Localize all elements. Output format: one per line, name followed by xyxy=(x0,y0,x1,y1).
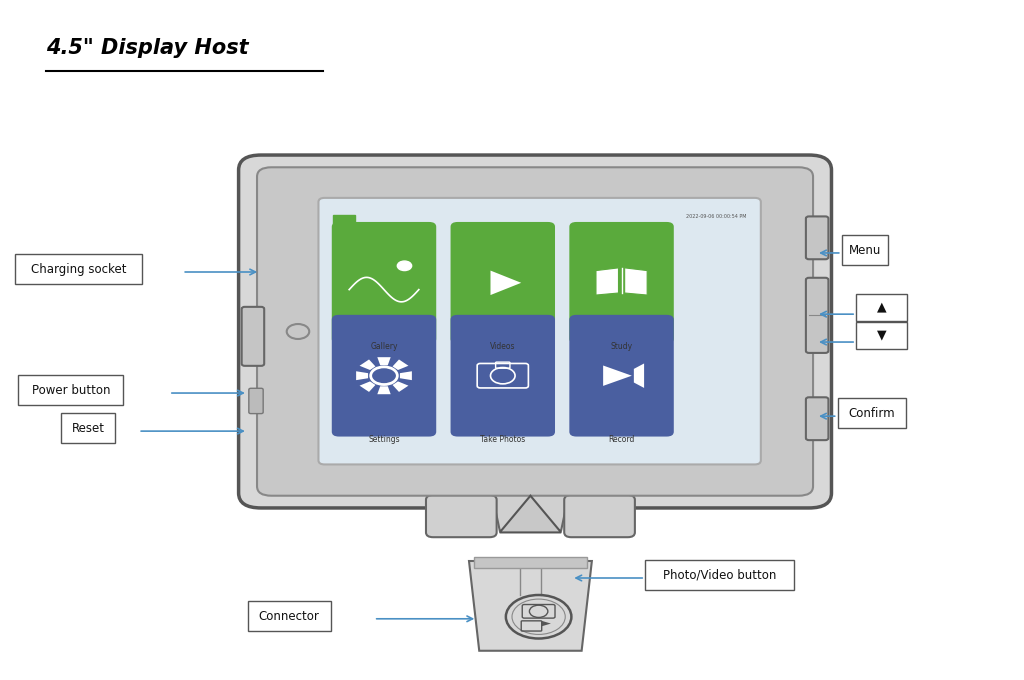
Polygon shape xyxy=(377,357,391,365)
FancyBboxPatch shape xyxy=(856,322,907,349)
FancyBboxPatch shape xyxy=(242,307,264,366)
Polygon shape xyxy=(596,268,618,295)
FancyBboxPatch shape xyxy=(806,277,828,353)
Polygon shape xyxy=(542,621,551,626)
Text: Reset: Reset xyxy=(72,422,104,435)
FancyBboxPatch shape xyxy=(426,495,497,537)
FancyBboxPatch shape xyxy=(249,388,263,413)
Polygon shape xyxy=(625,268,647,295)
Text: Power button: Power button xyxy=(32,384,111,397)
FancyBboxPatch shape xyxy=(569,222,674,343)
Text: Take Photos: Take Photos xyxy=(480,435,525,443)
FancyBboxPatch shape xyxy=(332,315,436,437)
FancyBboxPatch shape xyxy=(18,375,123,405)
FancyBboxPatch shape xyxy=(61,413,115,443)
FancyBboxPatch shape xyxy=(239,155,831,508)
Text: Charging socket: Charging socket xyxy=(31,262,127,276)
Polygon shape xyxy=(359,381,376,392)
FancyBboxPatch shape xyxy=(856,294,907,321)
Text: Study: Study xyxy=(610,341,633,351)
FancyBboxPatch shape xyxy=(842,235,888,265)
Text: Connector: Connector xyxy=(259,609,319,623)
FancyBboxPatch shape xyxy=(474,557,587,568)
Circle shape xyxy=(397,261,412,271)
Polygon shape xyxy=(469,561,592,651)
Polygon shape xyxy=(634,363,644,388)
Text: ▼: ▼ xyxy=(877,328,887,342)
Polygon shape xyxy=(490,271,521,295)
Text: Gallery: Gallery xyxy=(371,341,397,351)
Polygon shape xyxy=(392,381,409,392)
Polygon shape xyxy=(356,371,368,380)
Polygon shape xyxy=(492,492,569,530)
Polygon shape xyxy=(359,360,376,370)
FancyBboxPatch shape xyxy=(451,315,555,437)
FancyBboxPatch shape xyxy=(806,216,828,259)
Text: Record: Record xyxy=(608,435,635,443)
FancyBboxPatch shape xyxy=(645,560,795,590)
Text: Confirm: Confirm xyxy=(848,407,895,420)
FancyBboxPatch shape xyxy=(806,397,828,440)
Text: 2022-09-06 00:00:54 PM: 2022-09-06 00:00:54 PM xyxy=(686,214,746,220)
FancyBboxPatch shape xyxy=(318,198,761,464)
Text: 4.5" Display Host: 4.5" Display Host xyxy=(46,37,249,58)
FancyBboxPatch shape xyxy=(333,215,355,224)
Polygon shape xyxy=(400,371,412,380)
FancyBboxPatch shape xyxy=(569,315,674,437)
Circle shape xyxy=(377,371,391,381)
FancyBboxPatch shape xyxy=(564,495,635,537)
FancyBboxPatch shape xyxy=(838,398,905,428)
FancyBboxPatch shape xyxy=(257,167,813,496)
Polygon shape xyxy=(392,360,409,370)
Text: Videos: Videos xyxy=(490,341,515,351)
Text: Photo/Video button: Photo/Video button xyxy=(663,568,776,582)
Text: Settings: Settings xyxy=(369,435,399,443)
FancyBboxPatch shape xyxy=(15,254,142,284)
FancyBboxPatch shape xyxy=(248,601,331,631)
FancyBboxPatch shape xyxy=(451,222,555,343)
Polygon shape xyxy=(603,366,632,386)
Polygon shape xyxy=(500,496,561,532)
Text: Menu: Menu xyxy=(849,243,881,257)
Text: ▲: ▲ xyxy=(877,301,887,314)
FancyBboxPatch shape xyxy=(332,222,436,343)
Polygon shape xyxy=(377,386,391,394)
